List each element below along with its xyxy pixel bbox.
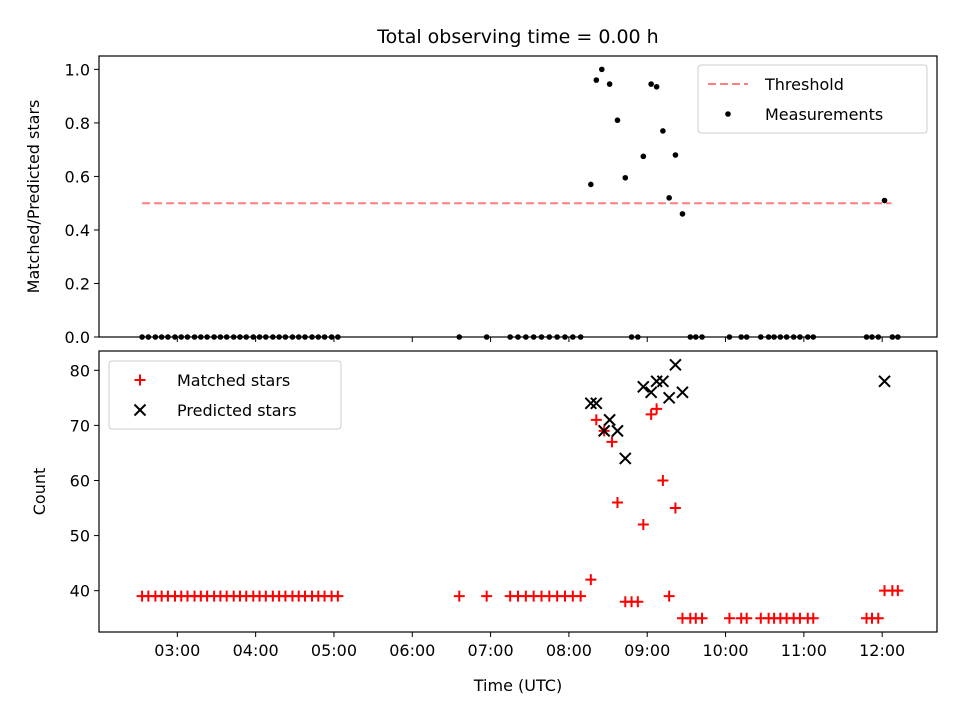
matched-star-marker (645, 408, 657, 420)
measurement-point (666, 195, 672, 201)
bottom-ytick-label: 80 (70, 361, 90, 380)
bottom-xtick-label: 03:00 (154, 641, 200, 660)
matched-star-marker (637, 519, 649, 531)
matched-star-marker (807, 612, 819, 624)
matched-star-marker (606, 436, 618, 448)
bottom-ytick-label: 40 (70, 582, 90, 601)
legend-threshold-label: Threshold (764, 75, 844, 94)
measurement-point (679, 211, 686, 217)
bottom-xtick-label: 12:00 (859, 641, 905, 660)
matched-star-marker (663, 590, 675, 602)
measurement-point (622, 174, 629, 181)
measurement-point (606, 81, 613, 87)
bottom-xtick-label: 04:00 (233, 641, 279, 660)
bottom-ylabel: Count (30, 468, 49, 516)
predicted-star-marker (619, 452, 632, 465)
top-ytick-label: 0.2 (65, 274, 90, 293)
bottom-ytick-label: 60 (70, 471, 90, 490)
bottom-xtick-label: 06:00 (389, 641, 435, 660)
measurement-point (588, 181, 594, 188)
chart-title: Total observing time = 0.00 h (376, 26, 658, 48)
predicted-star-marker (584, 397, 598, 410)
top-ytick-label: 0.0 (65, 328, 90, 347)
bottom-ytick-label: 70 (70, 416, 90, 435)
matched-star-marker (657, 474, 669, 486)
legend-measurements-swatch (725, 111, 731, 117)
matched-star-marker (651, 403, 663, 415)
predicted-star-marker (676, 386, 689, 399)
top-ytick-label: 0.4 (65, 221, 90, 240)
bottom-xtick-label: 10:00 (702, 641, 748, 660)
predicted-star-marker (878, 375, 891, 388)
measurement-point (593, 77, 600, 83)
predicted-star-marker (662, 391, 676, 405)
measurement-point (648, 81, 654, 87)
matched-star-marker (723, 612, 735, 624)
matched-star-marker (741, 612, 753, 624)
top-axes-frame (98, 55, 938, 338)
predicted-star-marker (637, 380, 650, 394)
legend-measurements-label: Measurements (765, 105, 883, 124)
matched-star-marker (481, 590, 493, 602)
bottom-xlabel: Time (UTC) (473, 676, 562, 695)
matched-star-marker (575, 590, 587, 602)
predicted-star-marker (611, 424, 624, 438)
matched-star-marker (590, 414, 602, 426)
bottom-xtick-label: 09:00 (624, 641, 670, 660)
legend-predicted-label: Predicted stars (177, 401, 297, 420)
bottom-xtick-label: 08:00 (546, 641, 592, 660)
top-ytick-label: 1.0 (65, 60, 90, 79)
bottom-xtick-label: 07:00 (468, 641, 514, 660)
legend-predicted-swatch (133, 403, 147, 417)
top-legend-frame (697, 64, 928, 134)
predicted-star-marker (650, 375, 663, 388)
bottom-xtick-label: 05:00 (311, 641, 357, 660)
matched-star-marker (611, 497, 623, 509)
bottom-legend: Matched stars Predicted stars (108, 360, 342, 430)
predicted-star-marker (669, 358, 682, 371)
matched-star-marker (632, 596, 644, 608)
matched-star-marker (585, 574, 597, 586)
legend-matched-label: Matched stars (177, 371, 290, 390)
measurement-point (640, 153, 647, 160)
legend-matched-swatch (134, 374, 146, 386)
matched-star-marker (669, 502, 681, 514)
measurement-point (881, 197, 888, 204)
top-ytick-label: 0.6 (65, 167, 90, 186)
bottom-xtick-label: 11:00 (781, 641, 827, 660)
bottom-panel: 40 50 60 70 80 03:00 04:00 05:00 06:00 07:00 08:00… (30, 350, 938, 695)
measurement-point (672, 152, 679, 158)
measurement-point (653, 83, 660, 90)
predicted-star-marker (597, 424, 611, 438)
predicted-star-marker (644, 386, 658, 399)
top-panel: 0.0 0.2 0.4 0.6 0.8 1.0 Matched/Predicted star… (24, 55, 938, 347)
matched-star-marker (872, 612, 884, 624)
matched-star-marker (453, 590, 465, 602)
predicted-star-marker (656, 375, 670, 388)
matched-star-marker (696, 612, 708, 624)
measurement-point (660, 128, 666, 134)
bottom-legend-frame (108, 360, 342, 430)
top-legend: Threshold Measurements (697, 64, 928, 134)
top-ytick-label: 0.8 (65, 114, 90, 133)
matched-star-marker (892, 585, 904, 597)
bottom-axes-frame (98, 350, 938, 633)
predicted-star-marker (603, 413, 616, 427)
measurement-point (599, 66, 605, 73)
measurement-point (614, 117, 621, 124)
matched-star-marker (332, 590, 344, 602)
top-ylabel: Matched/Predicted stars (24, 100, 43, 294)
predicted-star-marker (590, 397, 603, 410)
bottom-ytick-label: 50 (70, 527, 90, 546)
